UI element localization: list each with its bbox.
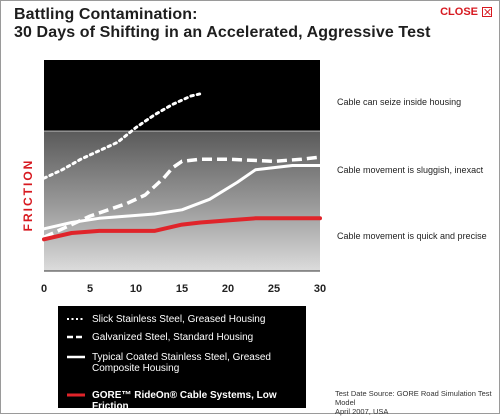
close-button[interactable]: CLOSE	[440, 6, 492, 18]
legend-item-coated: Typical Coated Stainless Steel, Greased …	[66, 352, 271, 374]
chart-title-line1: Battling Contamination:	[14, 6, 198, 23]
x-tick-label: 0	[41, 283, 47, 295]
x-tick-label: 20	[222, 283, 234, 295]
legend-swatch-dotted	[67, 318, 85, 320]
x-tick-label: 30	[314, 283, 326, 295]
source-line1: Test Date Source: GORE Road Simulation T…	[335, 389, 492, 407]
series-line-3	[42, 164, 322, 231]
legend-item-gore: GORE™ RideOn® Cable Systems, Low Frictio…	[66, 390, 306, 412]
region-label-quick: Cable movement is quick and precise	[337, 231, 487, 241]
legend-item-galvanized: Galvanized Steel, Standard Housing	[66, 332, 253, 343]
sluggish-quick-region	[44, 131, 320, 271]
x-tick-label: 10	[130, 283, 142, 295]
legend-label-coated: Typical Coated Stainless Steel, Greased …	[92, 352, 271, 374]
legend-label-coated-line2: Composite Housing	[92, 363, 180, 374]
series-line-4	[42, 216, 322, 242]
y-axis-label: FRICTION	[21, 159, 35, 232]
seize-region	[44, 60, 320, 131]
source-line2: April 2007, USA	[335, 407, 389, 416]
region-label-seize: Cable can seize inside housing	[337, 97, 461, 107]
legend-label-galvanized: Galvanized Steel, Standard Housing	[92, 332, 254, 343]
legend-label-gore: GORE™ RideOn® Cable Systems, Low Frictio…	[92, 390, 277, 412]
legend-swatch-solid-white	[67, 355, 85, 359]
series-line-1	[42, 92, 202, 180]
series-line-2	[43, 155, 321, 239]
x-tick-label: 15	[176, 283, 188, 295]
x-tick-label: 5	[87, 283, 93, 295]
legend-swatch-dashed	[67, 335, 85, 339]
chart-legend: Slick Stainless Steel, Greased Housing G…	[58, 306, 306, 412]
legend-swatch-solid-red	[67, 393, 85, 397]
x-tick-label: 25	[268, 283, 280, 295]
legend-item-slick: Slick Stainless Steel, Greased Housing	[66, 314, 265, 325]
legend-label-coated-line1: Typical Coated Stainless Steel, Greased	[92, 352, 271, 363]
legend-label-slick: Slick Stainless Steel, Greased Housing	[92, 314, 266, 325]
region-label-sluggish: Cable movement is sluggish, inexact	[337, 165, 484, 175]
close-icon[interactable]	[482, 7, 492, 17]
chart-title-line2: 30 Days of Shifting in an Accelerated, A…	[14, 24, 431, 41]
source-note: Test Date Source: GORE Road Simulation T…	[335, 389, 500, 416]
close-label: CLOSE	[440, 6, 478, 18]
